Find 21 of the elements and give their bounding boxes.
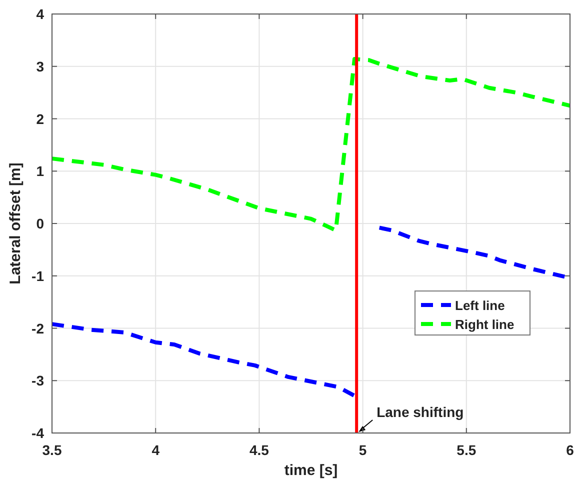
- y-tick-label: 1: [36, 163, 44, 180]
- y-axis-title: Lateral offset [m]: [7, 162, 24, 284]
- legend-label: Left line: [455, 298, 505, 313]
- y-tick-label: -2: [32, 320, 44, 336]
- legend-label: Right line: [455, 317, 514, 332]
- x-axis-title: time [s]: [284, 462, 338, 479]
- x-tick-label: 4: [152, 442, 160, 458]
- x-tick-label: 4.5: [249, 442, 270, 458]
- x-tick-label: 5.5: [456, 442, 476, 458]
- y-tick-label: 0: [36, 216, 44, 232]
- x-tick-label: 5: [358, 442, 367, 458]
- y-tick-label: 3: [36, 58, 44, 74]
- y-tick-label: -3: [32, 372, 44, 389]
- y-tick-label: 2: [36, 110, 44, 127]
- x-tick-label: 3.5: [42, 442, 62, 458]
- ref-line-label: Lane shifting: [376, 404, 464, 420]
- y-tick-label: 4: [36, 6, 44, 22]
- y-tick-label: -1: [32, 268, 44, 284]
- y-tick-label: -4: [32, 425, 44, 441]
- line-series: [50, 57, 572, 232]
- x-tick-label: 6: [566, 442, 574, 458]
